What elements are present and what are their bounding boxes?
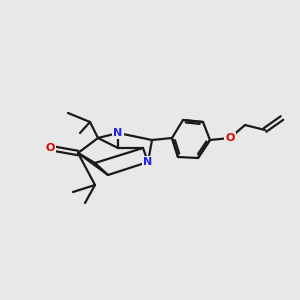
Text: N: N [143, 157, 153, 167]
Text: O: O [45, 143, 55, 153]
Text: N: N [113, 128, 123, 138]
Text: O: O [225, 133, 235, 143]
